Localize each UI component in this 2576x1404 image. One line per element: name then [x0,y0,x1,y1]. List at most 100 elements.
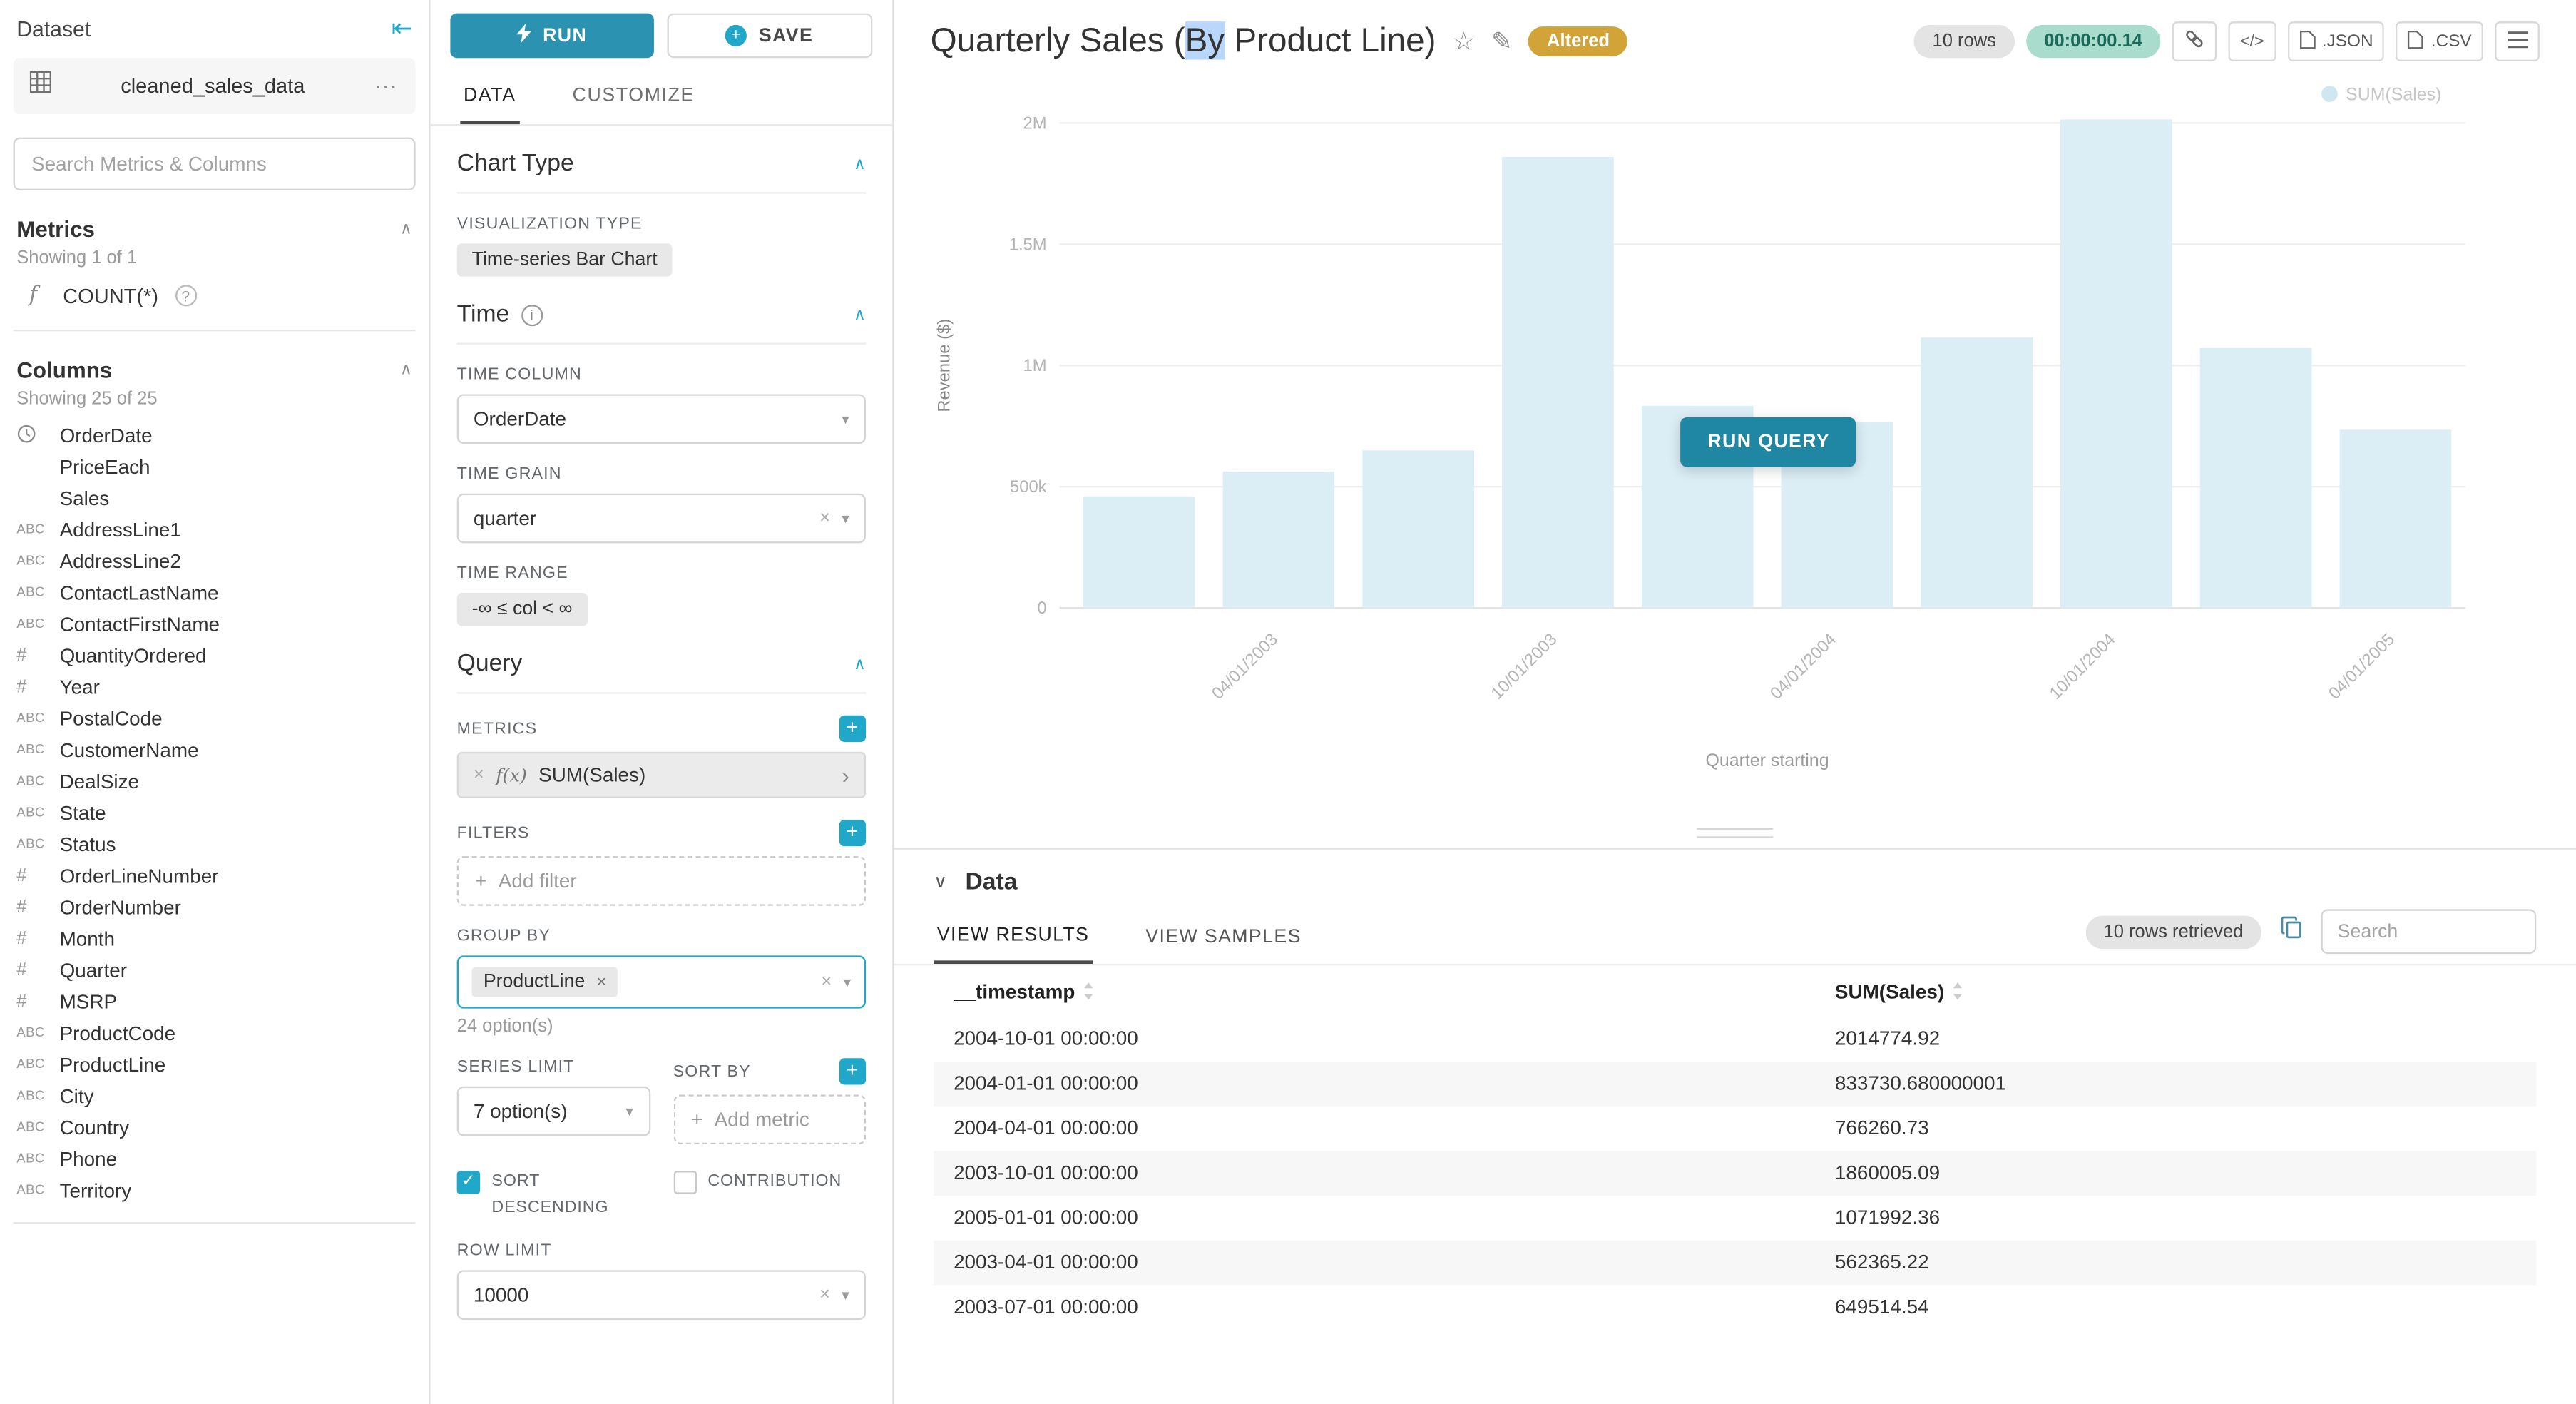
column-item[interactable]: ABC City [14,1079,416,1111]
column-label: QuantityOrdered [59,643,207,667]
resize-handle[interactable] [1697,828,1774,838]
group-by-tag[interactable]: ProductLine × [471,967,618,997]
tab-data[interactable]: DATA [460,68,520,125]
columns-title: Columns [16,357,113,383]
favorite-star-icon[interactable]: ☆ [1452,28,1475,56]
column-item[interactable]: ABC PostalCode [14,702,416,733]
sort-descending-checkbox[interactable]: ✓ [456,1171,481,1194]
collapse-panel-icon[interactable]: ⇤ [391,14,413,44]
copy-icon[interactable] [2279,916,2302,947]
number-type-icon: # [16,896,27,917]
column-item[interactable]: OrderDate [14,419,416,450]
column-item[interactable]: PriceEach [14,450,416,482]
add-filter-icon[interactable]: + [839,820,867,847]
series-limit-select[interactable]: 7 option(s) ▾ [456,1086,650,1136]
chevron-up-icon: ∧ [399,220,413,239]
column-item[interactable]: ABC Country [14,1112,416,1143]
run-button[interactable]: RUN [450,13,653,58]
chart-type-section-header[interactable]: Chart Type ∧ [456,126,867,194]
clear-icon[interactable]: × [821,972,832,992]
column-item[interactable]: ABC ProductLine [14,1048,416,1079]
column-item[interactable]: # Quarter [14,954,416,985]
timestamp-cell: 2004-01-01 00:00:00 [954,1072,1138,1096]
add-sort-metric-box[interactable]: + Add metric [673,1094,867,1145]
time-section-header[interactable]: Time i ∧ [456,277,867,345]
copy-link-button[interactable] [2172,21,2217,61]
menu-button[interactable] [2495,21,2540,61]
info-icon[interactable]: i [521,303,543,326]
remove-metric-icon[interactable]: × [473,765,484,785]
chevron-down-icon: ▾ [842,410,849,427]
data-section-header[interactable]: ∨ Data [894,849,2576,909]
dataset-more-menu-icon[interactable]: ⋯ [374,71,399,99]
row-limit-select[interactable]: 10000 × ▾ [456,1270,867,1321]
group-by-select[interactable]: ProductLine × × ▾ [456,955,867,1009]
column-item[interactable]: ABC AddressLine1 [14,514,416,545]
column-item[interactable]: ABC Phone [14,1143,416,1174]
embed-code-button[interactable]: </> [2228,21,2276,61]
add-metric-icon[interactable]: + [839,715,867,742]
metrics-section-header[interactable]: Metrics ∧ [14,217,416,242]
edit-pencil-icon[interactable]: ✎ [1491,28,1513,56]
legend-dot[interactable] [2321,86,2338,102]
column-item[interactable]: ABC State [14,797,416,828]
metric-option[interactable]: × f(x) SUM(Sales) › [456,751,867,798]
time-grain-select[interactable]: quarter × ▾ [456,493,867,544]
time-title: Time [456,301,510,328]
contribution-checkbox[interactable] [673,1171,697,1194]
legend-label[interactable]: SUM(Sales) [2346,85,2441,105]
column-item[interactable]: ABC Status [14,828,416,860]
time-range-value[interactable]: -∞ ≤ col < ∞ [456,593,588,626]
column-item[interactable]: ABC Territory [14,1174,416,1206]
column-item[interactable]: # Year [14,671,416,702]
metric-item[interactable]: f COUNT(*) ? [14,278,416,313]
column-item[interactable]: # QuantityOrdered [14,639,416,671]
altered-badge[interactable]: Altered [1528,26,1628,56]
results-search-input[interactable] [2321,910,2537,955]
file-icon [2408,29,2424,54]
save-button[interactable]: + SAVE [666,13,873,58]
sort-descending-label: SORT DESCENDING [491,1172,609,1216]
dataset-panel-title: Dataset [16,16,91,42]
dataset-selector[interactable]: cleaned_sales_data ⋯ [13,58,416,115]
column-item[interactable]: ABC ContactFirstName [14,608,416,639]
add-filter-box[interactable]: + Add filter [456,856,867,906]
tab-customize[interactable]: CUSTOMIZE [572,86,695,106]
metrics-columns-search-input[interactable] [13,137,416,190]
remove-tag-icon[interactable]: × [596,972,607,992]
column-item[interactable]: ABC DealSize [14,765,416,796]
timestamp-cell: 2004-04-01 00:00:00 [954,1116,1138,1140]
text-type-icon: ABC [16,1119,45,1135]
sort-icon[interactable] [1953,982,1964,1004]
columns-section-header[interactable]: Columns ∧ [14,357,416,382]
column-item[interactable]: ABC CustomerName [14,733,416,765]
column-item[interactable]: # OrderLineNumber [14,860,416,891]
column-item[interactable]: # Month [14,922,416,954]
column-item[interactable]: ABC ProductCode [14,1017,416,1048]
sort-by-label: SORT BY [673,1062,751,1081]
export-csv-button[interactable]: .CSV [2396,21,2483,61]
column-item[interactable]: ABC ContactLastName [14,576,416,608]
column-label: ProductCode [59,1021,176,1044]
fx-icon: f(x) [496,764,527,786]
run-query-button[interactable]: RUN QUERY [1681,417,1857,467]
viz-type-value[interactable]: Time-series Bar Chart [456,243,673,277]
sort-icon[interactable] [1083,982,1095,1004]
column-item[interactable]: # MSRP [14,985,416,1017]
query-section-header[interactable]: Query ∧ [456,626,867,694]
tab-view-samples[interactable]: VIEW SAMPLES [1145,927,1302,947]
tab-view-results[interactable]: VIEW RESULTS [934,909,1093,964]
clear-icon[interactable]: × [819,1285,831,1306]
sum-sales-column-header[interactable]: SUM(Sales) [1815,969,2536,1017]
timestamp-column-header[interactable]: __timestamp [934,969,1815,1017]
chevron-up-icon: ∧ [854,305,867,324]
column-item[interactable]: # OrderNumber [14,891,416,922]
time-column-select[interactable]: OrderDate ▾ [456,394,867,444]
clear-icon[interactable]: × [819,508,831,529]
column-item[interactable]: ABC AddressLine2 [14,545,416,576]
query-title: Query [456,651,523,678]
help-icon[interactable]: ? [175,285,197,307]
export-json-button[interactable]: .JSON [2287,21,2385,61]
column-item[interactable]: Sales [14,482,416,513]
add-sort-metric-icon[interactable]: + [839,1058,867,1085]
